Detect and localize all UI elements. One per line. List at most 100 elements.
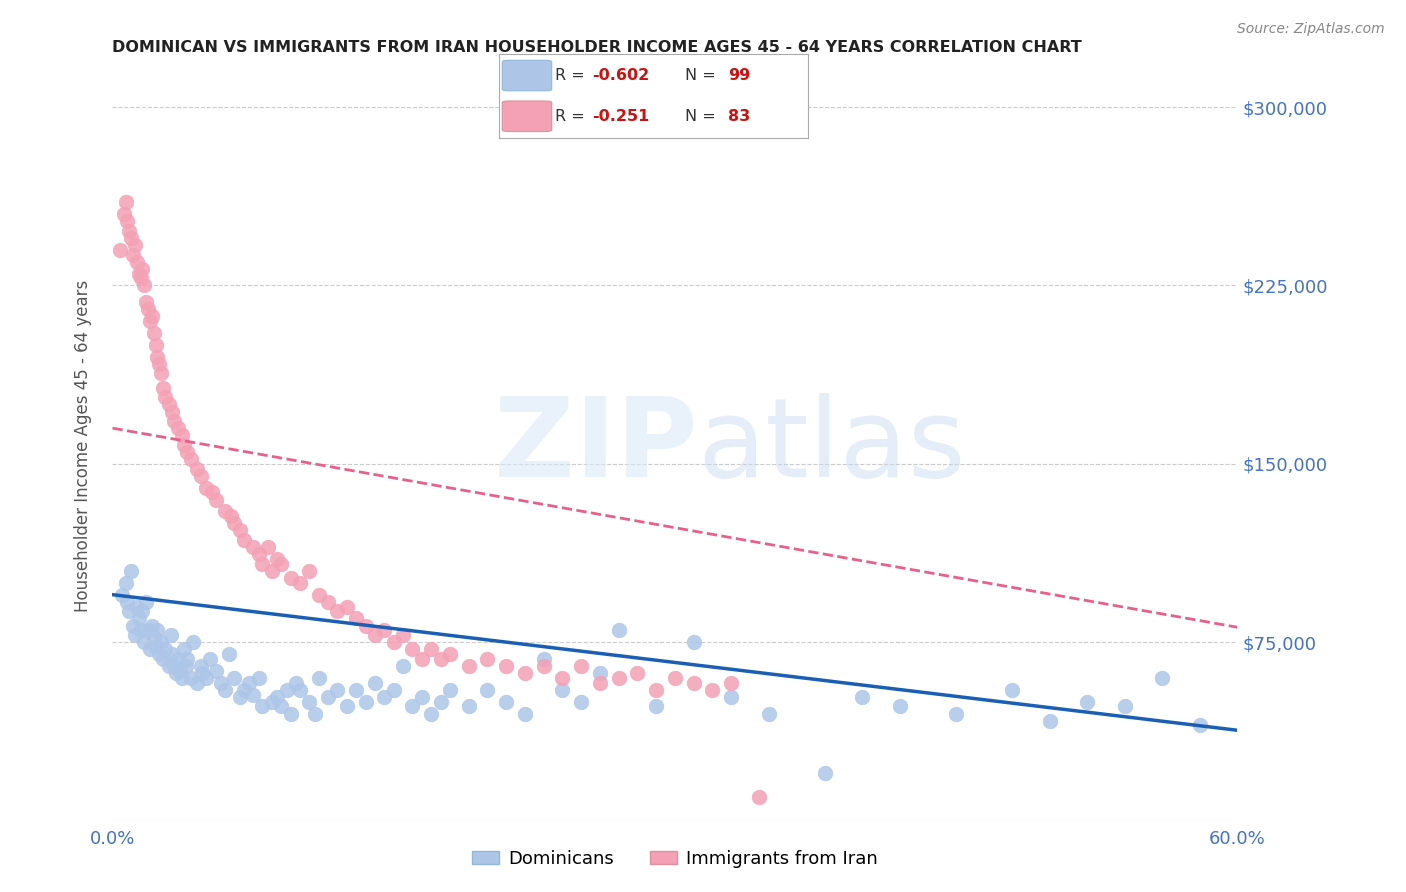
Point [162, 647, 184, 661]
Point [157, 397, 180, 411]
Text: -0.602: -0.602 [592, 68, 650, 83]
Point [401, 699, 423, 714]
Point [131, 261, 153, 276]
Point [167, 652, 190, 666]
Point [117, 214, 139, 228]
Point [191, 666, 214, 681]
Point [125, 254, 148, 268]
Point [814, 766, 837, 780]
Point [276, 682, 298, 697]
Point [513, 706, 536, 721]
Point [336, 699, 359, 714]
Point [118, 604, 141, 618]
Point [495, 695, 517, 709]
Point [285, 675, 308, 690]
Point [139, 314, 162, 328]
Point [128, 611, 150, 625]
Point [298, 564, 321, 578]
FancyBboxPatch shape [502, 101, 551, 131]
Point [720, 675, 742, 690]
Point [401, 642, 423, 657]
Point [364, 675, 387, 690]
Point [114, 195, 136, 210]
Point [382, 635, 405, 649]
Point [252, 557, 274, 571]
Point [748, 789, 770, 804]
Point [326, 682, 349, 697]
Point [131, 604, 153, 618]
Point [252, 699, 274, 714]
Text: N =: N = [685, 68, 721, 83]
Point [174, 659, 197, 673]
Point [260, 564, 283, 578]
Point [364, 628, 387, 642]
Point [344, 682, 367, 697]
Text: R =: R = [555, 68, 589, 83]
Point [645, 699, 668, 714]
Point [135, 295, 157, 310]
Point [122, 618, 145, 632]
Point [224, 516, 246, 531]
Point [242, 688, 264, 702]
Point [316, 595, 339, 609]
Point [134, 635, 156, 649]
Point [114, 575, 136, 590]
Point [1039, 714, 1062, 728]
Point [242, 540, 264, 554]
Legend: Dominicans, Immigrants from Iran: Dominicans, Immigrants from Iran [465, 843, 884, 875]
Point [373, 690, 395, 704]
Point [195, 671, 218, 685]
Point [209, 675, 232, 690]
Point [429, 695, 451, 709]
Point [589, 666, 612, 681]
Point [645, 682, 668, 697]
Point [198, 652, 221, 666]
Point [186, 461, 208, 475]
Point [247, 547, 270, 561]
Point [232, 682, 254, 697]
Point [682, 635, 704, 649]
Point [146, 350, 169, 364]
Point [229, 690, 252, 704]
Point [720, 690, 742, 704]
Point [270, 557, 292, 571]
Point [1114, 699, 1136, 714]
Point [373, 624, 395, 638]
Point [326, 604, 349, 618]
Point [1001, 682, 1024, 697]
Point [167, 421, 190, 435]
Point [607, 624, 630, 638]
Point [190, 659, 212, 673]
Point [129, 271, 152, 285]
Point [153, 390, 176, 404]
Point [136, 624, 159, 638]
Point [280, 571, 302, 585]
FancyBboxPatch shape [502, 61, 551, 91]
Point [232, 533, 254, 547]
Point [170, 428, 193, 442]
Point [170, 671, 193, 685]
Point [173, 642, 195, 657]
Point [176, 652, 198, 666]
Point [124, 238, 146, 252]
Point [288, 575, 311, 590]
Text: R =: R = [555, 109, 589, 124]
Point [551, 671, 574, 685]
Point [139, 642, 162, 657]
Point [125, 599, 148, 614]
Point [129, 624, 152, 638]
Point [146, 624, 169, 638]
Point [533, 659, 555, 673]
Point [136, 302, 159, 317]
Point [589, 675, 612, 690]
Point [152, 652, 174, 666]
Point [270, 699, 292, 714]
Point [513, 666, 536, 681]
Point [626, 666, 648, 681]
Point [411, 690, 433, 704]
Point [569, 695, 592, 709]
Point [945, 706, 967, 721]
Point [758, 706, 780, 721]
Point [186, 675, 208, 690]
Point [229, 524, 252, 538]
